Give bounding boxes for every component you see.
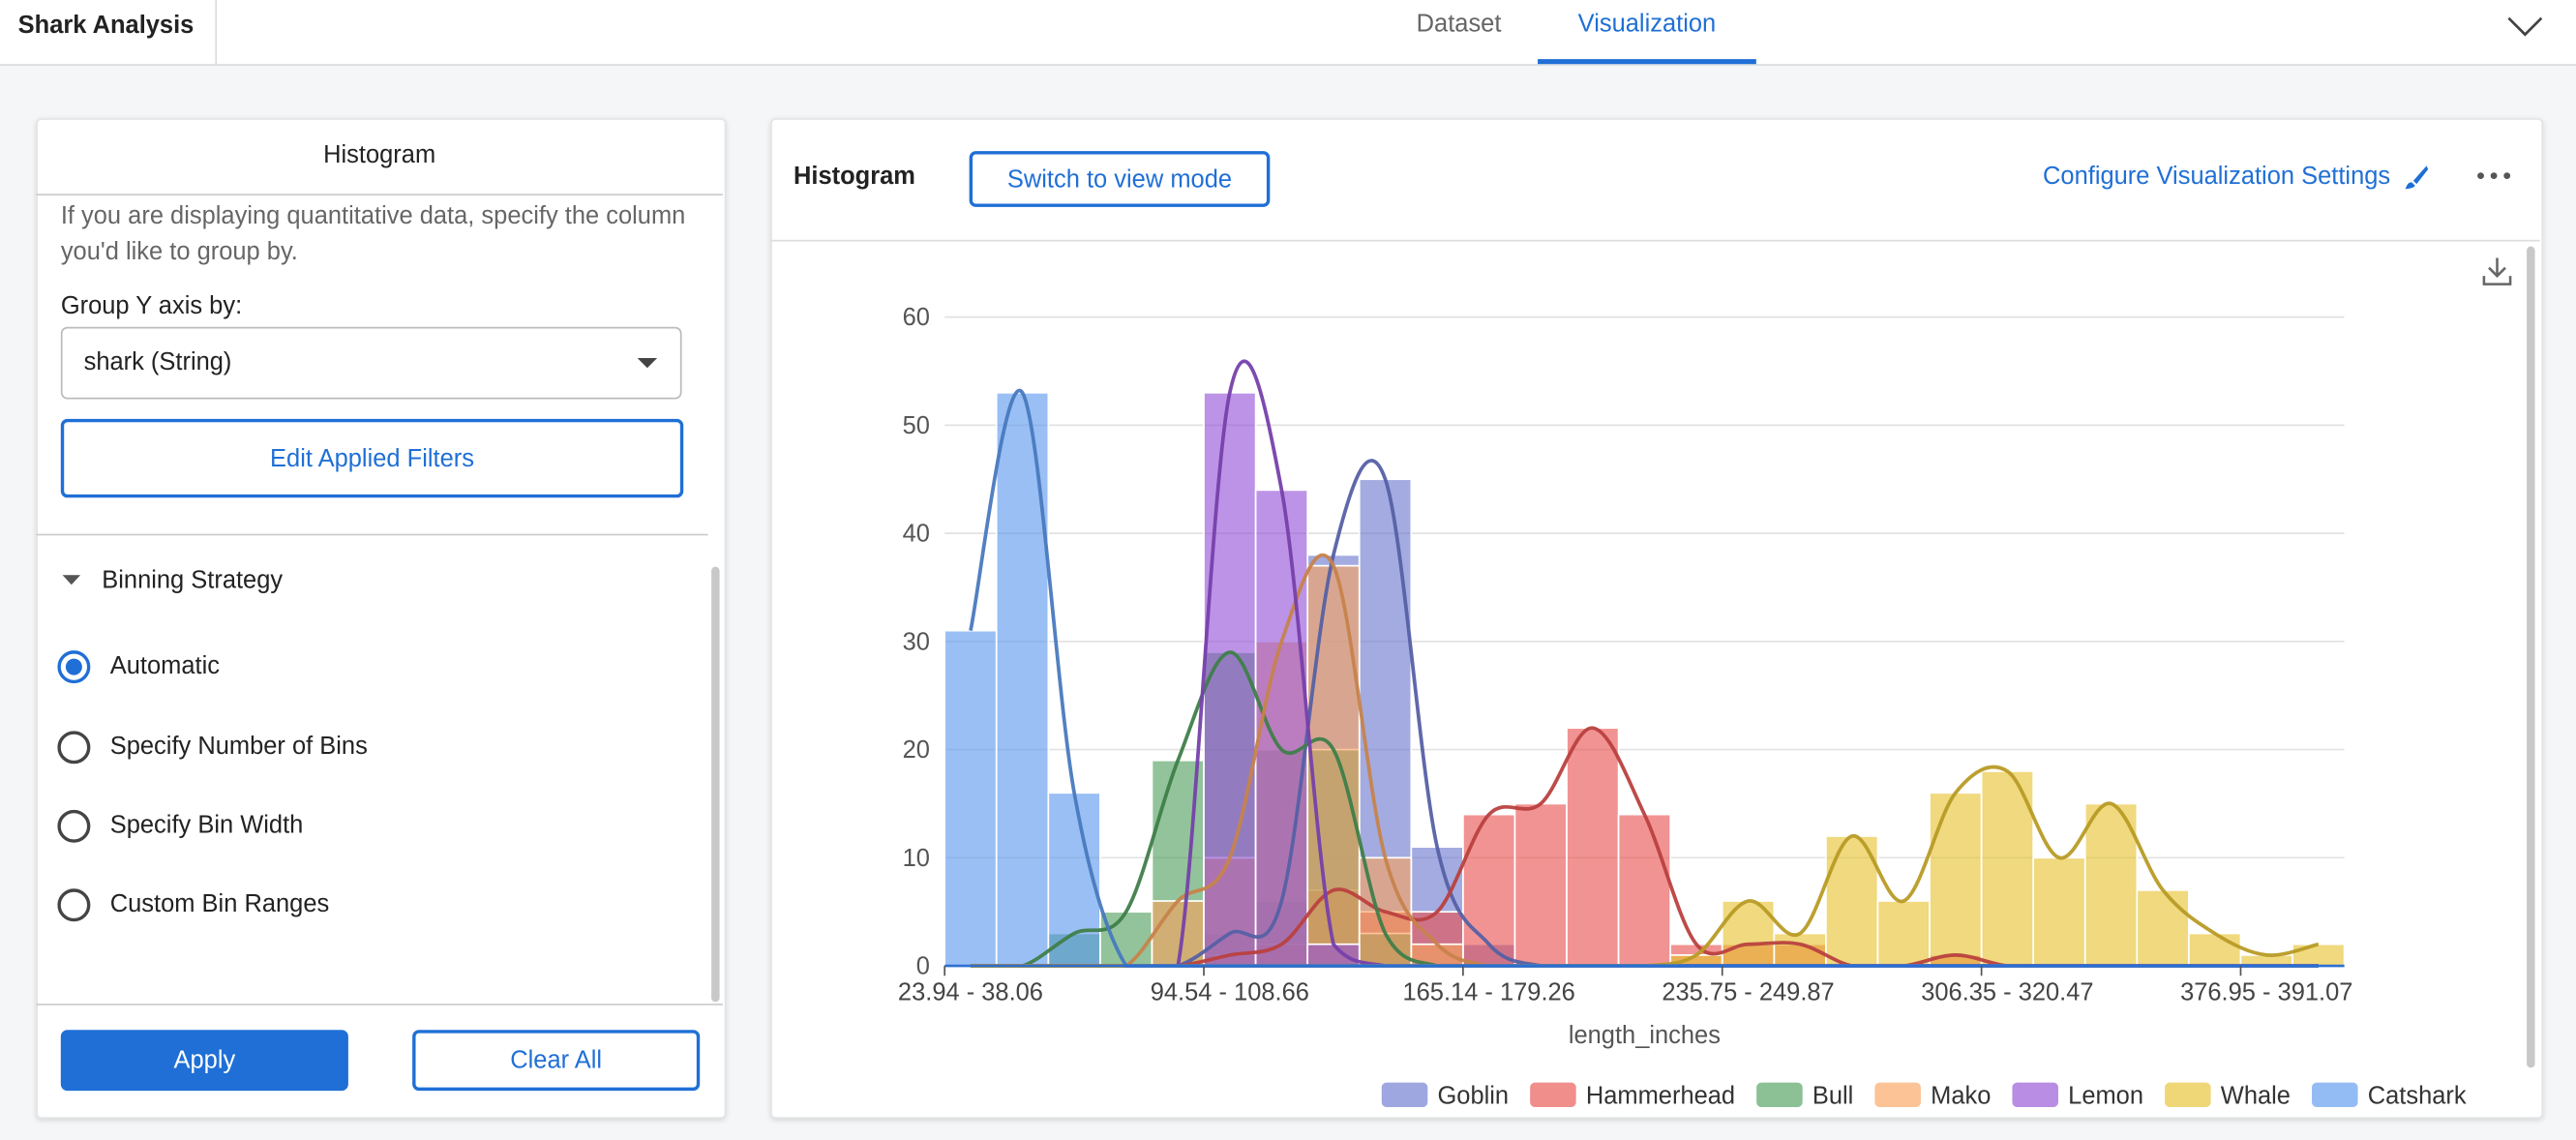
bar (1566, 727, 1620, 967)
app-title: Shark Analysis (17, 11, 195, 40)
radio-label: Specify Number of Bins (109, 733, 368, 761)
bar (2291, 943, 2346, 967)
x-tick-label: 235.75 - 249.87 (1662, 979, 1834, 1006)
collapse-icon[interactable] (2505, 14, 2545, 40)
legend-label: Hammerhead (1586, 1083, 1735, 1110)
legend-swatch (2312, 1082, 2358, 1108)
divider (36, 194, 723, 195)
x-tick-label: 376.95 - 391.07 (2180, 979, 2352, 1006)
bar (1254, 489, 1309, 967)
more-icon[interactable] (2475, 165, 2511, 188)
bar (1099, 911, 1153, 967)
radio[interactable] (57, 809, 91, 843)
radio[interactable] (57, 888, 91, 922)
bar (1306, 943, 1361, 967)
y-tick-label: 50 (903, 412, 930, 439)
y-tick-label: 10 (903, 845, 930, 872)
brush-icon (2405, 165, 2429, 190)
y-tick-label: 40 (903, 521, 930, 548)
radio-label: Specify Bin Width (109, 811, 304, 840)
histogram-chart: 0 10 20 30 40 50 60 23.94 - 38.06 94.54 - 108.66… (898, 304, 2467, 1110)
legend-label: Lemon (2068, 1083, 2143, 1110)
legend-label: Bull (1812, 1083, 1853, 1110)
clear-button[interactable]: Clear All (412, 1030, 701, 1092)
bar (1980, 770, 2035, 967)
scrollbar (2527, 246, 2535, 1068)
radio[interactable] (57, 731, 91, 765)
expand-arrow (62, 575, 81, 585)
section-title: Binning Strategy (102, 566, 284, 595)
dropdown-arrow (637, 358, 658, 369)
bar (2188, 932, 2242, 967)
x-axis-title: length_inches (1569, 1022, 1721, 1049)
legend-swatch (1874, 1082, 1921, 1108)
x-tick-label: 306.35 - 320.47 (1921, 979, 2093, 1006)
y-tick-label: 30 (903, 628, 930, 655)
bar (944, 629, 998, 967)
bar (1929, 792, 1983, 967)
y-tick-label: 20 (903, 736, 930, 764)
edit-filters-button[interactable]: Edit Applied Filters (60, 418, 684, 498)
radio-label: Automatic (109, 651, 220, 680)
y-tick-label: 60 (903, 304, 930, 331)
bar (1876, 900, 1931, 967)
tab[interactable]: Dataset (1416, 10, 1502, 39)
bar (2032, 856, 2086, 967)
sidebar-title: Histogram (323, 140, 436, 169)
select[interactable] (60, 326, 682, 400)
scrollbar (711, 566, 720, 1003)
panel-title: Histogram (793, 163, 915, 191)
divider (770, 239, 2540, 242)
divider (36, 533, 708, 536)
legend-label: Whale (2221, 1083, 2291, 1110)
download-icon[interactable] (2481, 255, 2514, 287)
tab-underline (1538, 59, 1756, 65)
y-tick-label: 0 (916, 953, 930, 980)
bar (995, 391, 1050, 967)
tab-active[interactable]: Visualization (1577, 10, 1717, 39)
radio-selected[interactable] (57, 650, 91, 684)
bar (1513, 802, 1568, 967)
sidebar (36, 118, 727, 1119)
label: Group Y axis by: (60, 292, 243, 320)
bar (2136, 889, 2190, 967)
divider (215, 0, 218, 65)
configure-link[interactable]: Configure Visualization Settings (2043, 163, 2391, 191)
x-tick-label: 23.94 - 38.06 (898, 979, 1043, 1006)
select-value: shark (String) (83, 347, 232, 376)
mode-button[interactable]: Switch to view mode (969, 151, 1271, 207)
x-tick-label: 165.14 - 179.26 (1403, 979, 1575, 1006)
bar (1462, 813, 1516, 967)
x-tick-label: 94.54 - 108.66 (1151, 979, 1309, 1006)
divider (36, 1004, 723, 1005)
legend-label: Goblin (1437, 1083, 1509, 1110)
legend-swatch (1756, 1082, 1803, 1108)
apply-button[interactable]: Apply (60, 1030, 348, 1092)
legend-swatch (2012, 1082, 2058, 1108)
bar (1617, 813, 1672, 967)
legend-swatch (2165, 1082, 2211, 1108)
legend-swatch (1530, 1082, 1576, 1108)
description: If you are displaying quantitative data,… (60, 201, 686, 266)
top-bar (0, 0, 2576, 66)
legend-label: Mako (1931, 1083, 1991, 1110)
legend-swatch (1381, 1082, 1428, 1108)
radio-label: Custom Bin Ranges (109, 889, 330, 918)
legend-label: Catshark (2368, 1083, 2467, 1110)
